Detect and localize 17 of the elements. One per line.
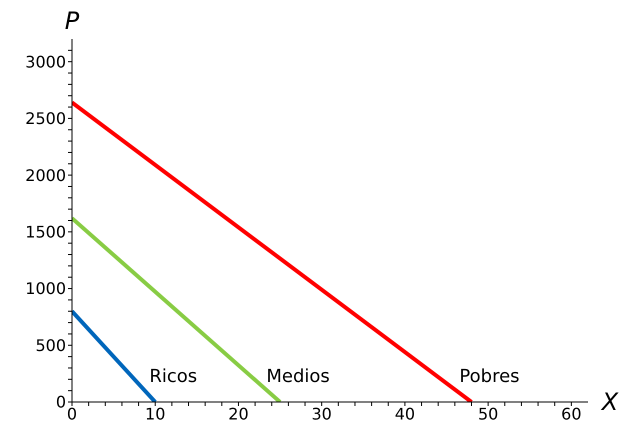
x-tick-label: 20 [228,404,249,424]
y-tick-label: 3000 [25,52,66,72]
series-label: Ricos [149,366,198,387]
x-axis-title: X [600,388,619,416]
series-label: Medios [266,366,330,387]
y-tick-label: 2000 [25,166,66,185]
y-tick-label: 1500 [25,222,66,242]
x-tick-label: 10 [145,404,166,424]
y-tick-label: 500 [35,336,66,355]
y-tick-label: 2500 [25,109,66,128]
x-tick-label: 30 [312,404,332,424]
x-tick-label: 50 [478,404,498,424]
x-tick-label: 60 [561,404,582,424]
series-label: Pobres [459,366,520,387]
y-tick-label: 1000 [25,279,66,298]
y-axis-title: P [64,7,80,35]
x-tick-label: 40 [394,404,416,424]
